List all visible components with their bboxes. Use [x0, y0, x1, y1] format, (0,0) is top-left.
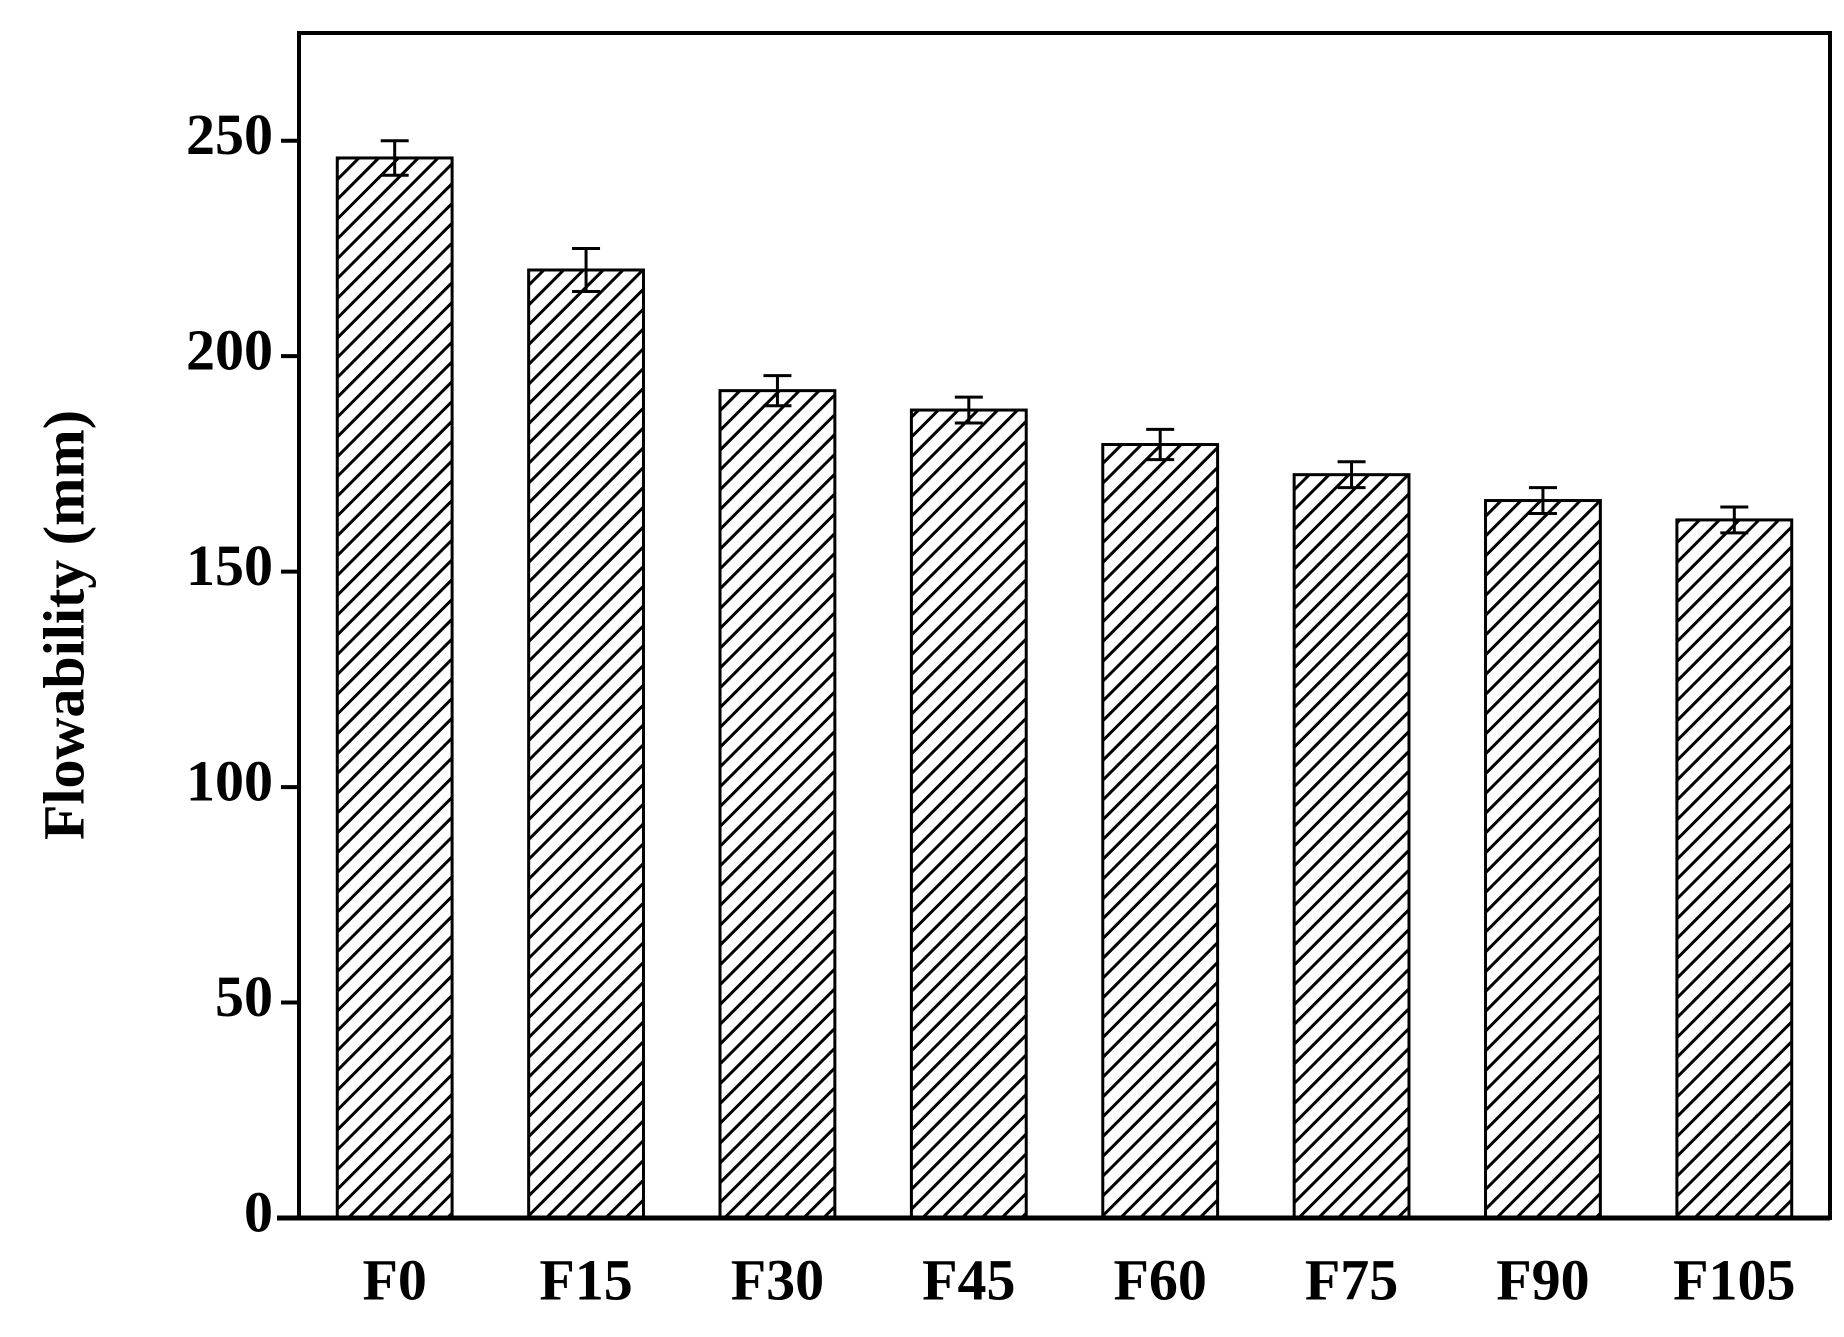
- bar: [1675, 518, 1794, 1220]
- y-tick-label: 250: [186, 102, 273, 167]
- x-tick-label: F30: [731, 1247, 824, 1312]
- bar: [527, 268, 645, 1220]
- error-bar: [954, 395, 983, 425]
- x-tick-label: F0: [362, 1247, 426, 1312]
- bar: [1484, 499, 1602, 1220]
- x-tick-label: F105: [1673, 1247, 1795, 1312]
- y-tick-label: 0: [244, 1179, 273, 1244]
- x-tick-label: F60: [1113, 1247, 1206, 1312]
- y-axis-label: Flowability (mm): [31, 410, 96, 840]
- y-tick-label: 100: [186, 748, 273, 813]
- error-bar: [1146, 427, 1175, 462]
- error-bar: [1720, 505, 1749, 535]
- error-bar: [1337, 460, 1366, 490]
- bar: [909, 408, 1028, 1220]
- bar: [1292, 473, 1411, 1220]
- error-bar: [572, 246, 601, 294]
- bar: [1101, 443, 1220, 1220]
- bar: [718, 389, 837, 1220]
- y-tick-label: 200: [186, 317, 273, 382]
- x-tick-label: F90: [1496, 1247, 1589, 1312]
- error-bar: [380, 139, 409, 177]
- y-tick-label: 150: [186, 533, 273, 598]
- error-bar: [763, 374, 792, 408]
- bar: [335, 156, 454, 1220]
- x-tick-label: F75: [1305, 1247, 1398, 1312]
- x-tick-label: F45: [922, 1247, 1015, 1312]
- y-tick-label: 50: [215, 964, 273, 1029]
- error-bar: [1528, 486, 1557, 515]
- x-tick-label: F15: [539, 1247, 632, 1312]
